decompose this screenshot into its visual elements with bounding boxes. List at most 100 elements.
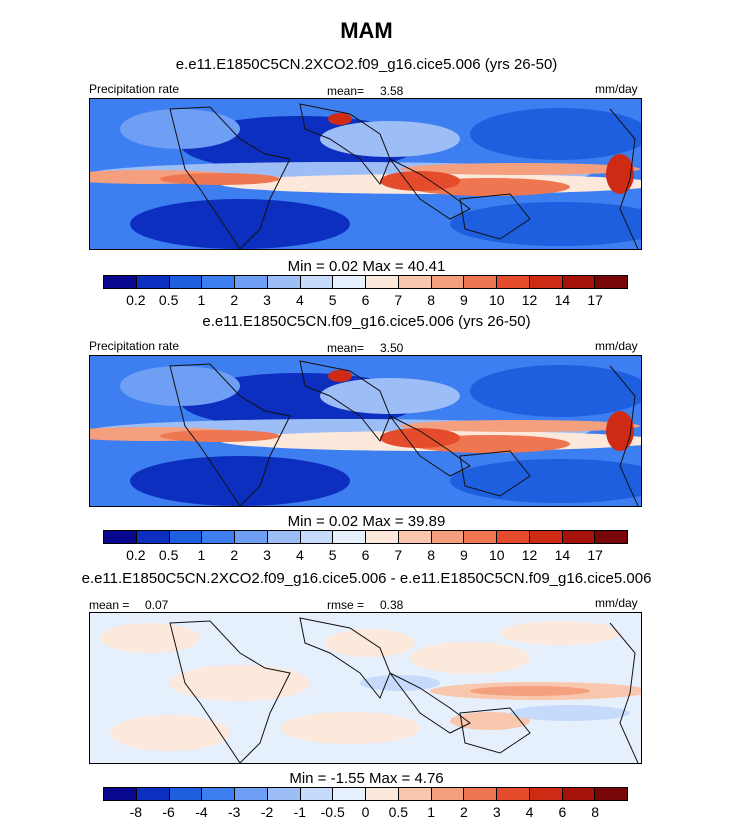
- colorbar-tick-label: 5: [328, 292, 337, 308]
- colorbar-swatch: [300, 531, 334, 543]
- colorbar-tick-label: 5: [328, 547, 337, 563]
- colorbar-swatch: [497, 788, 530, 800]
- colorbar-swatch: [202, 531, 235, 543]
- colorbar-tick-label: 8: [427, 292, 436, 308]
- colorbar-swatch: [235, 531, 268, 543]
- panel1-variable-label: Precipitation rate: [89, 82, 180, 96]
- colorbar-tick-label: 2: [460, 804, 468, 820]
- panel3-rmse-label: rmse =: [327, 598, 365, 612]
- colorbar-tick-label: 6: [361, 292, 370, 308]
- panel3-rmse-value: 0.38: [380, 598, 404, 612]
- colorbar-tick-label: 12: [521, 547, 538, 563]
- panel2-mean-value: 3.50: [380, 341, 404, 355]
- colorbar-tick-label: 9: [460, 547, 468, 563]
- colorbar-tick-label: 3: [263, 547, 271, 563]
- colorbar-tick-label: 4: [295, 547, 304, 563]
- colorbar-tick-label: 0.5: [158, 292, 179, 308]
- colorbar-swatch: [202, 276, 235, 288]
- colorbar-swatch: [333, 788, 366, 800]
- colorbar-tick-label: 12: [521, 292, 538, 308]
- colorbar-swatch: [398, 531, 432, 543]
- panel1-units: mm/day: [595, 82, 638, 96]
- colorbar-tick-label: 0.2: [126, 292, 146, 308]
- colorbar-tick-label: 17: [587, 547, 603, 563]
- colorbar-swatch: [169, 788, 203, 800]
- panel2-min-label: Min =: [287, 513, 325, 530]
- colorbar-swatch: [300, 788, 334, 800]
- colorbar-swatch: [169, 276, 203, 288]
- colorbar-swatch: [366, 788, 399, 800]
- colorbar-tick-label: 4: [525, 804, 534, 820]
- colorbar-swatch: [464, 531, 497, 543]
- panel2-variable-label: Precipitation rate: [89, 339, 180, 353]
- colorbar-swatch: [104, 531, 137, 543]
- colorbar-swatch: [562, 531, 596, 543]
- colorbar-tick-label: 17: [587, 292, 603, 308]
- colorbar-swatch: [267, 276, 301, 288]
- colorbar-tick-label: 2: [230, 292, 239, 308]
- colorbar-tick-label: 1: [197, 292, 206, 308]
- panel2-max-label: Max =: [362, 513, 404, 530]
- colorbar-tick-label: 10: [488, 292, 505, 308]
- colorbar-swatch: [267, 788, 301, 800]
- colorbar-tick-label: -6: [162, 804, 175, 820]
- colorbar-tick-label: -4: [195, 804, 208, 820]
- panel1-mean-label: mean=: [327, 84, 365, 98]
- colorbar-swatch: [267, 531, 301, 543]
- colorbar-tick-label: 2: [230, 547, 239, 563]
- panel2-title: e.e11.E1850C5CN.f09_g16.cice5.006 (yrs 2…: [202, 313, 531, 330]
- colorbar-tick-label: 1: [197, 547, 206, 563]
- colorbar-swatch: [235, 276, 268, 288]
- colorbar-tick-label: 9: [460, 292, 468, 308]
- colorbar-tick-label: 0.5: [388, 804, 409, 820]
- colorbar-swatch: [595, 276, 627, 288]
- panel2-colorbar: [103, 530, 628, 544]
- colorbar-swatch: [431, 531, 465, 543]
- colorbar-swatch: [398, 276, 432, 288]
- panel3-colorbar-ticks: -8 -6 -4 -3 -2 -1 -0.5 0 0.5 1 2 3 4 6 8: [103, 804, 628, 822]
- colorbar-swatch: [366, 531, 399, 543]
- colorbar-tick-label: 3: [492, 804, 501, 820]
- panel3-minmax: Min = -1.55 Max = 4.76: [0, 770, 733, 787]
- colorbar-swatch: [562, 276, 596, 288]
- panel3-mean-value: 0.07: [145, 598, 169, 612]
- colorbar-swatch: [595, 788, 627, 800]
- colorbar-swatch: [431, 788, 465, 800]
- colorbar-swatch: [104, 788, 137, 800]
- colorbar-tick-label: 1: [427, 804, 436, 820]
- panel3-colorbar: [103, 787, 628, 801]
- main-title: MAM: [340, 18, 393, 43]
- colorbar-tick-label: 8: [591, 804, 600, 820]
- colorbar-swatch: [366, 276, 399, 288]
- colorbar-tick-label: 6: [558, 804, 567, 820]
- colorbar-swatch: [464, 788, 497, 800]
- colorbar-swatch: [431, 276, 465, 288]
- colorbar-swatch: [562, 788, 596, 800]
- colorbar-tick-label: 0.5: [158, 547, 179, 563]
- panel1-map: [89, 98, 642, 250]
- panel3-units: mm/day: [595, 596, 638, 610]
- colorbar-tick-label: 7: [394, 547, 403, 563]
- colorbar-swatch: [333, 276, 366, 288]
- panel2-min-value: 0.02: [328, 513, 359, 530]
- panel3-min-label: Min =: [289, 770, 327, 787]
- panel3-min-value: -1.55: [330, 770, 365, 787]
- panel1-colorbar-ticks: 0.2 0.5 1 2 3 4 5 6 7 8 9 10 12 14 17: [103, 292, 628, 310]
- colorbar-swatch: [529, 276, 563, 288]
- colorbar-tick-label: -8: [129, 804, 143, 820]
- colorbar-swatch: [497, 276, 530, 288]
- colorbar-swatch: [529, 531, 563, 543]
- panel2-colorbar-ticks: 0.2 0.5 1 2 3 4 5 6 7 8 9 10 12 14 17: [103, 547, 628, 565]
- colorbar-swatch: [333, 531, 366, 543]
- panel2-units: mm/day: [595, 339, 638, 353]
- colorbar-swatch: [464, 276, 497, 288]
- colorbar-tick-label: 0.2: [126, 547, 146, 563]
- panel1-title: e.e11.E1850C5CN.2XCO2.f09_g16.cice5.006 …: [175, 56, 558, 73]
- colorbar-tick-label: 7: [394, 292, 403, 308]
- panel3-max-value: 4.76: [414, 770, 444, 787]
- panel1-min-label: Min =: [287, 258, 325, 275]
- colorbar-tick-label: 14: [554, 547, 571, 563]
- colorbar-tick-label: 4: [295, 292, 304, 308]
- colorbar-swatch: [497, 531, 530, 543]
- colorbar-swatch: [136, 276, 170, 288]
